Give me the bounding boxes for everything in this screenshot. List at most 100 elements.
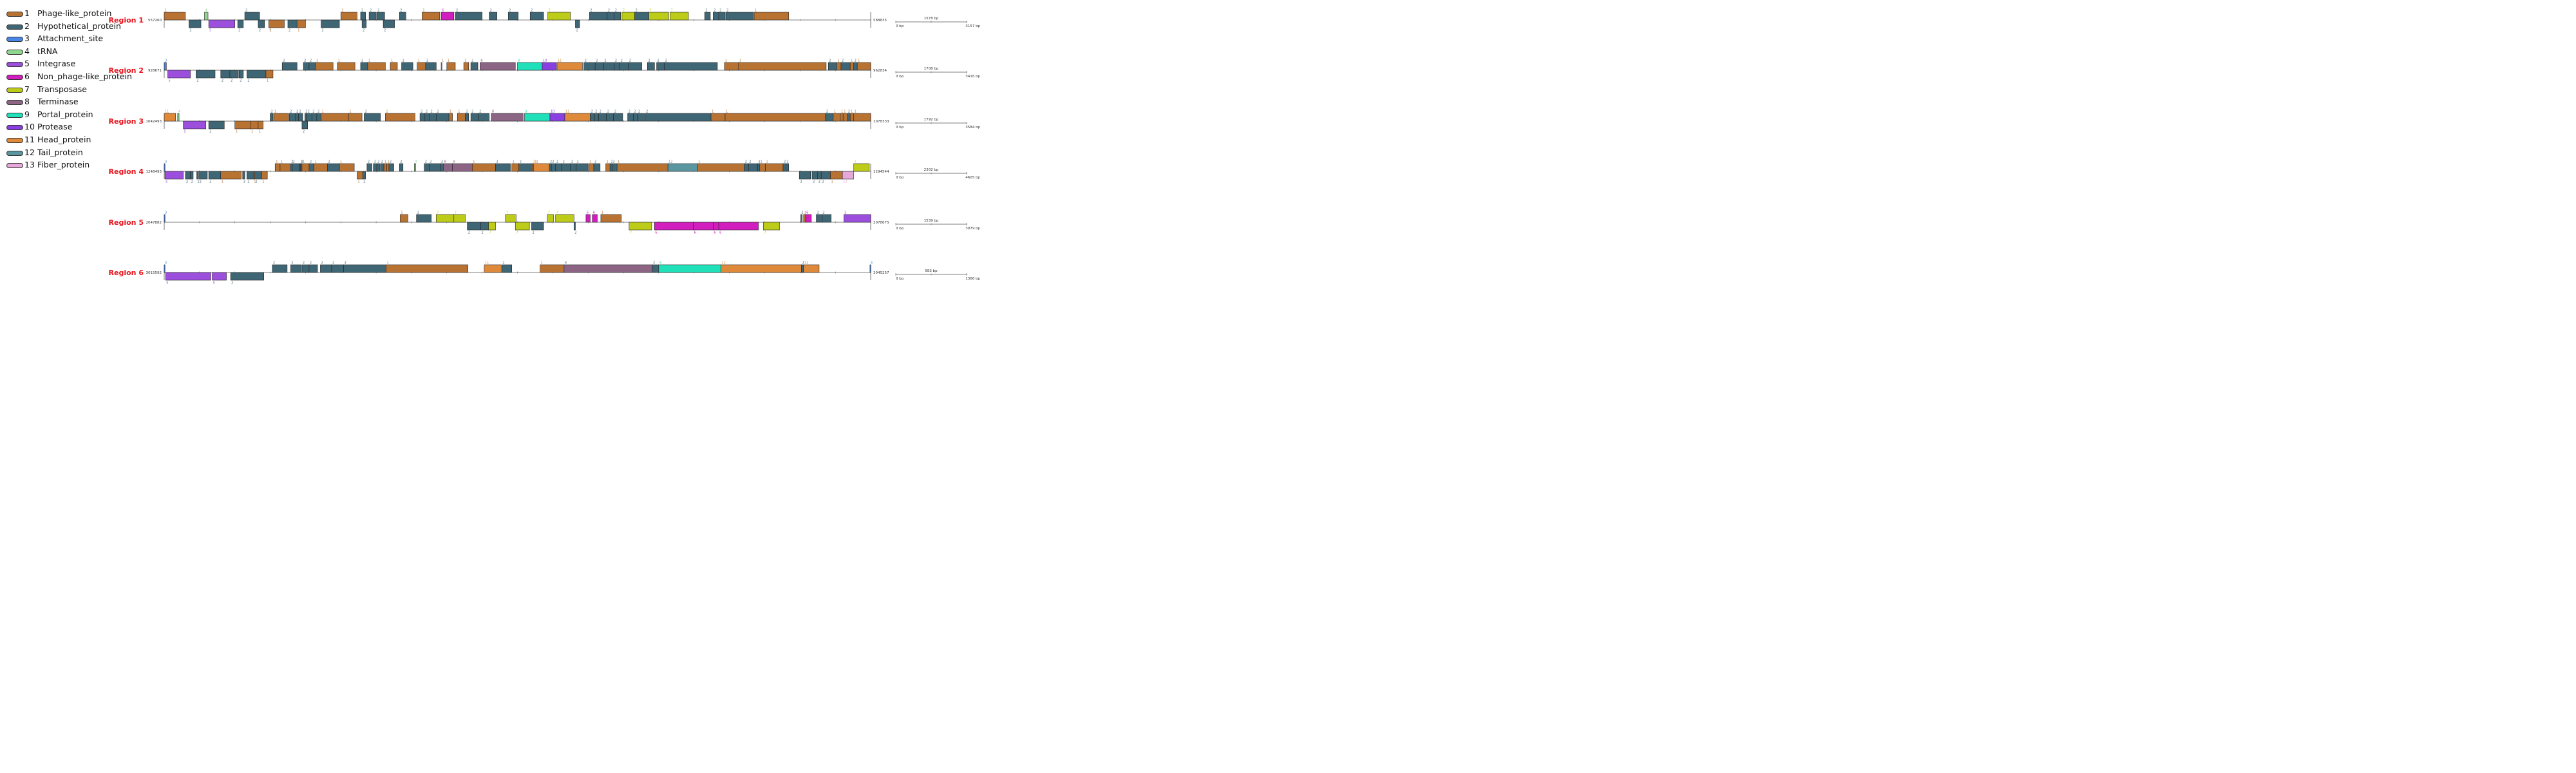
gene-label: 2 — [430, 110, 432, 114]
gene-label: 2 — [310, 160, 312, 164]
gene-label: 2 — [390, 160, 392, 164]
gene-label: 2 — [665, 59, 667, 63]
gene-label: 2 — [381, 160, 383, 164]
gene-label: 2 — [576, 29, 578, 33]
gene-2 — [562, 163, 571, 172]
gene-label: 2 — [590, 9, 592, 13]
gene-label: 2 — [800, 180, 802, 184]
gene-2 — [185, 171, 191, 180]
region-end-coordinate: 3045257 — [873, 271, 889, 275]
gene-2 — [316, 113, 321, 122]
gene-2 — [440, 163, 444, 172]
gene-8 — [480, 62, 516, 71]
legend-swatch — [6, 62, 23, 68]
gene-1 — [314, 163, 328, 172]
gene-label: 1 — [236, 130, 238, 134]
gene-7 — [629, 222, 652, 231]
gene-label: 2 — [745, 160, 747, 164]
legend-label: Head_protein — [37, 134, 91, 144]
gene-label: 2 — [430, 160, 431, 164]
gene-label: 1 — [303, 160, 305, 164]
gene-1 — [386, 163, 390, 172]
gene-label: 1 — [269, 29, 271, 33]
gene-11 — [803, 264, 820, 273]
gene-6 — [693, 222, 714, 231]
gene-label: 2 — [855, 59, 857, 63]
gene-2 — [782, 163, 786, 172]
legend-swatch — [6, 37, 23, 43]
legend-swatch — [6, 12, 23, 17]
gene-label: 2 — [363, 180, 365, 184]
legend-number: 7 — [24, 84, 30, 94]
gene-label: 2 — [496, 160, 498, 164]
gene-12 — [667, 163, 698, 172]
gene-label: 7 — [455, 211, 457, 215]
gene-label: 5 — [168, 79, 170, 83]
legend-number: 3 — [24, 33, 30, 44]
legend-label: Attachment_site — [37, 33, 104, 44]
gene-2 — [244, 12, 260, 21]
gene-label: 2 — [749, 160, 751, 164]
gene-label: 2 — [222, 79, 223, 83]
gene-label: 2 — [321, 262, 323, 265]
gene-2 — [247, 70, 267, 79]
gene-1 — [600, 214, 622, 223]
gene-2 — [748, 163, 758, 172]
gene-2 — [376, 12, 385, 21]
gene-6 — [654, 222, 694, 231]
gene-1 — [357, 171, 363, 180]
gene-2 — [664, 62, 718, 71]
gene-label: 11 — [533, 160, 537, 164]
gene-5 — [183, 120, 207, 129]
gene-label: 2 — [520, 160, 522, 164]
gene-1 — [337, 62, 355, 71]
gene-1 — [321, 113, 349, 122]
gene-2 — [652, 264, 659, 273]
region-start-coordinate: 1248493 — [146, 170, 162, 174]
gene-label: 2 — [299, 110, 301, 114]
gene-1 — [738, 62, 827, 71]
legend-number: 4 — [24, 46, 30, 56]
region-label: Region 1 — [109, 16, 144, 24]
gene-label: 1 — [834, 110, 836, 114]
gene-2 — [465, 113, 469, 122]
gene-label: 1 — [386, 110, 388, 114]
gene-1 — [400, 214, 408, 223]
gene-label: 2 — [240, 79, 242, 83]
gene-label: 2 — [368, 160, 370, 164]
legend-number: 1 — [24, 8, 30, 18]
gene-label: 2 — [426, 110, 428, 114]
gene-11 — [564, 113, 591, 122]
gene-label: 6 — [442, 9, 444, 13]
gene-4 — [204, 12, 209, 21]
gene-2 — [416, 214, 431, 223]
gene-label: 2 — [784, 160, 786, 164]
gene-2 — [295, 113, 299, 122]
gene-2 — [627, 113, 634, 122]
gene-2 — [603, 62, 615, 71]
gene-label: 2 — [426, 59, 428, 63]
scale-start-label: 0 bp — [896, 277, 904, 281]
gene-2 — [518, 163, 533, 172]
gene-2 — [825, 113, 834, 122]
gene-2 — [289, 113, 296, 122]
gene-label: 1 — [315, 160, 317, 164]
gene-label: 2 — [247, 79, 249, 83]
gene-label: 2 — [377, 9, 379, 13]
gene-2 — [470, 62, 478, 71]
gene-5 — [164, 171, 184, 180]
gene-label: 11 — [485, 262, 489, 265]
gene-3 — [164, 214, 166, 223]
gene-1 — [417, 62, 426, 71]
gene-9 — [517, 62, 543, 71]
legend-label: Phage-like_protein — [37, 8, 112, 18]
gene-label: 9 — [518, 59, 520, 63]
gene-2 — [455, 12, 482, 21]
gene-label: 7 — [437, 211, 439, 215]
gene-1 — [697, 163, 744, 172]
gene-2 — [811, 171, 819, 180]
legend-label: Terminase — [37, 97, 79, 107]
gene-label: 2 — [255, 180, 257, 184]
gene-3 — [869, 264, 871, 273]
